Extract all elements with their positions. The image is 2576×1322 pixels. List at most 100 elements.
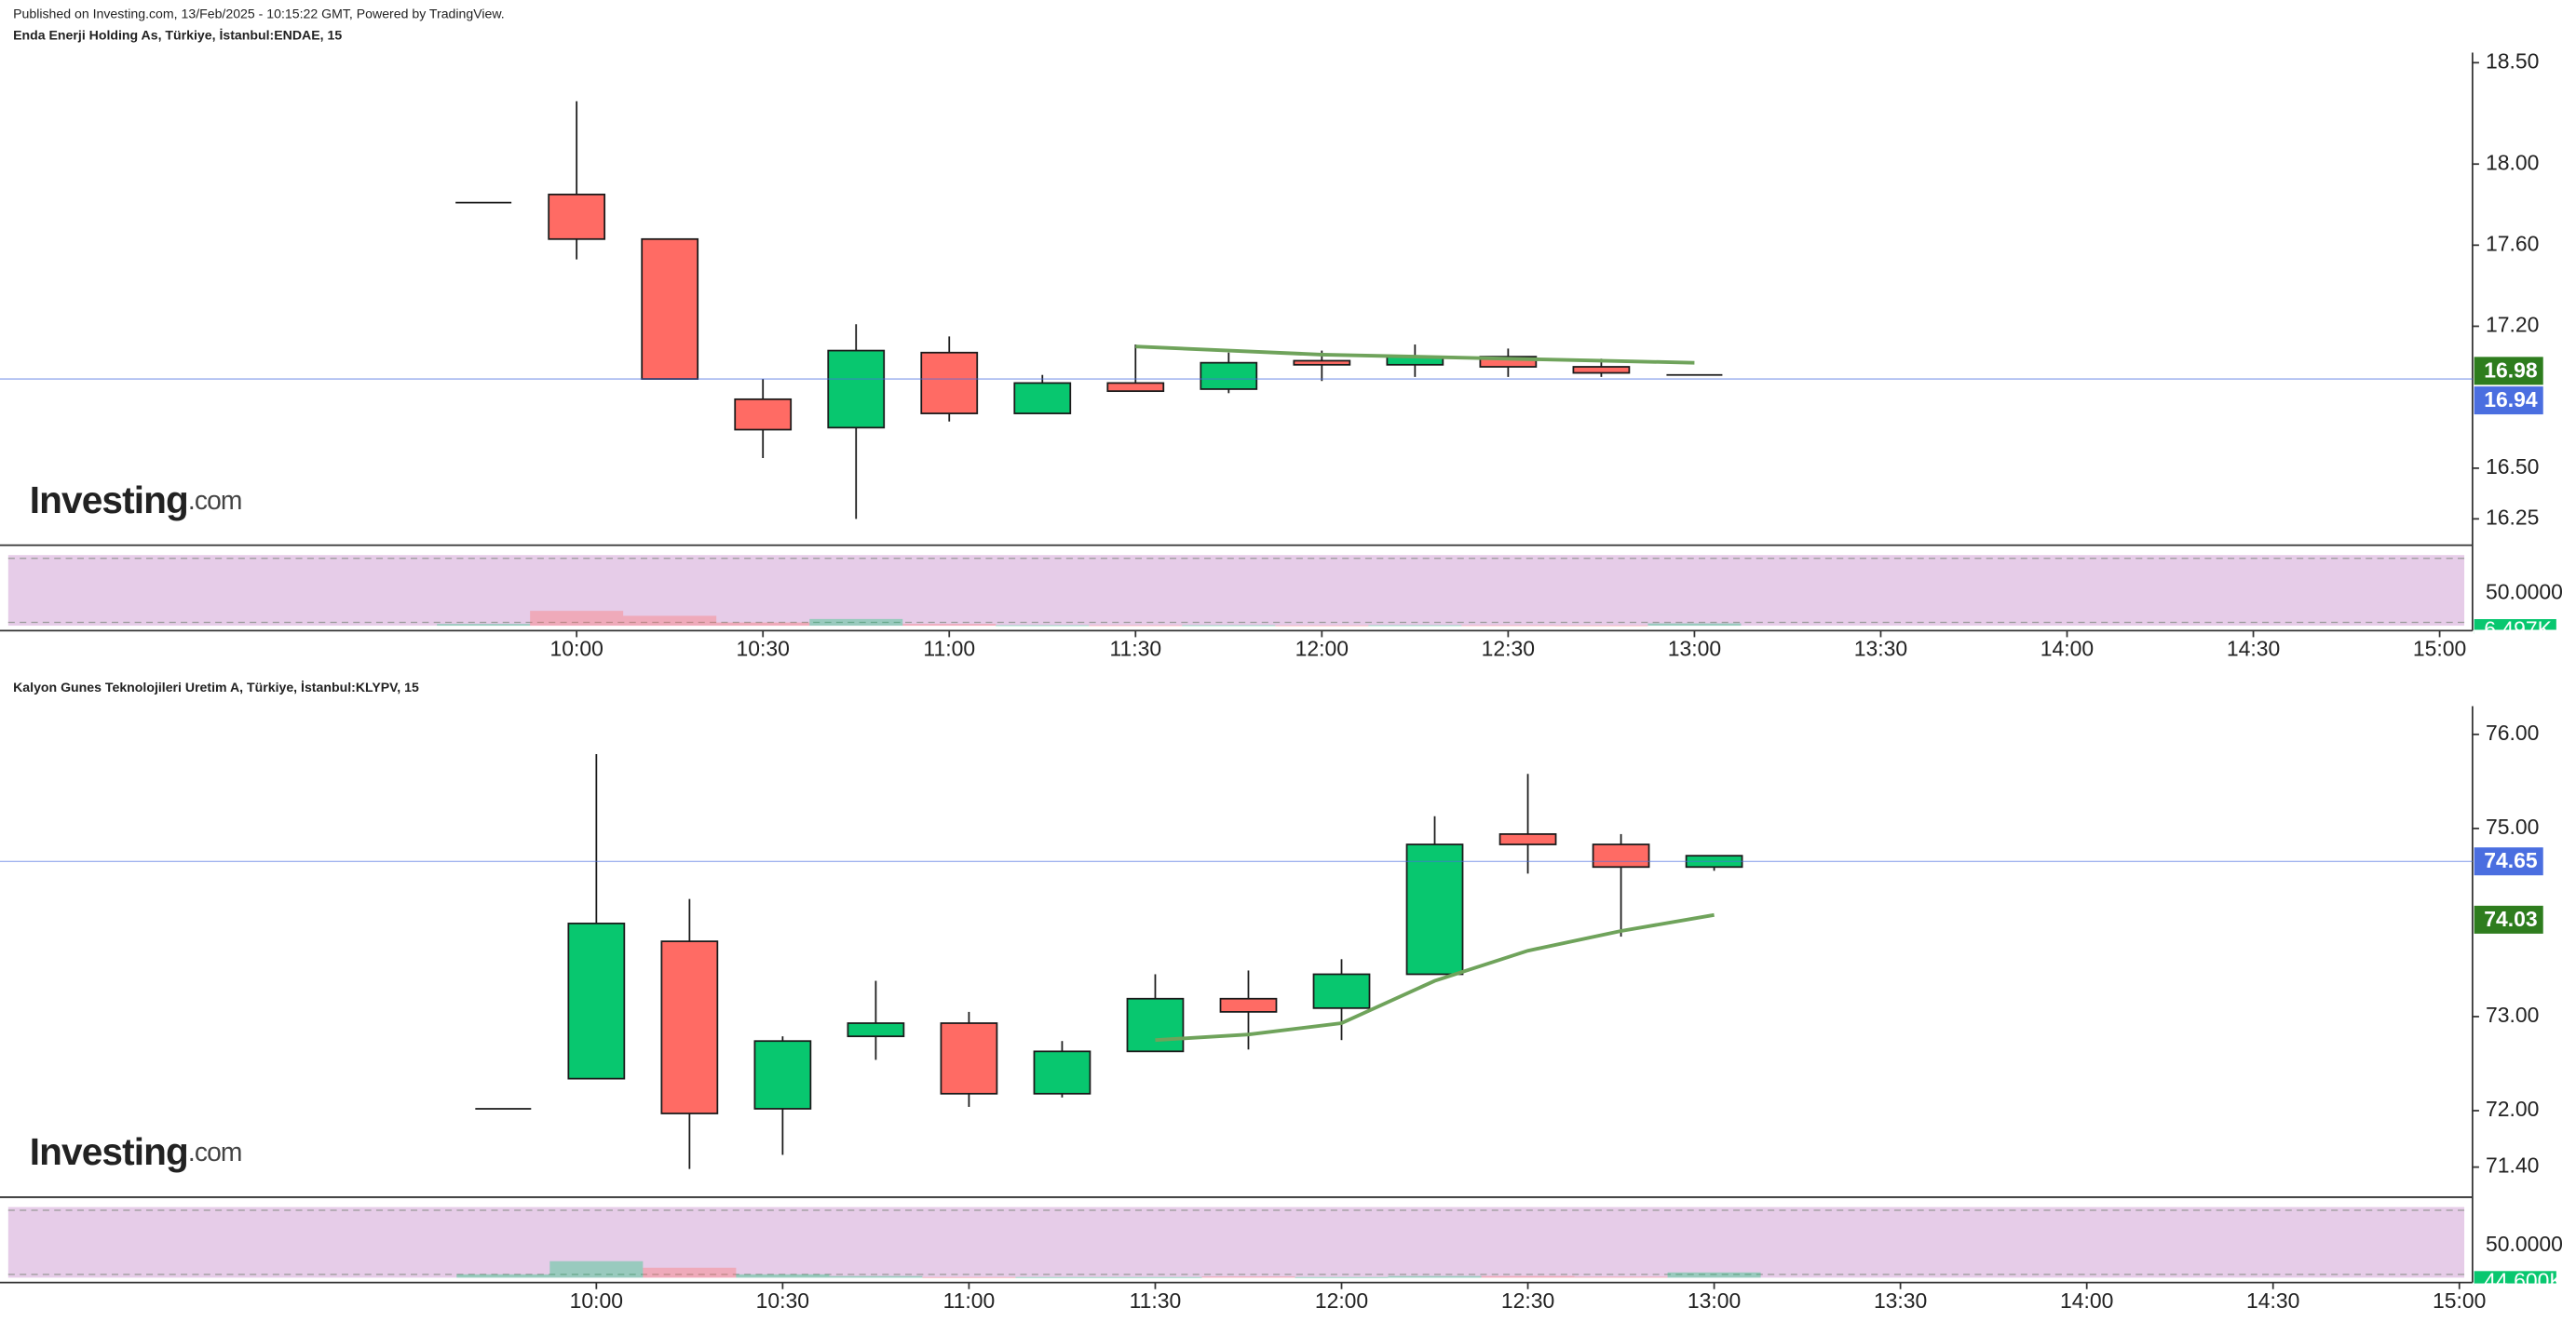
candle-body	[1126, 997, 1185, 1053]
candle-body	[940, 1022, 998, 1095]
price-marker-label: 16.94	[2484, 387, 2538, 411]
candle-body	[567, 923, 626, 1080]
candle-body	[1013, 382, 1072, 414]
price-marker-label: 16.98	[2484, 357, 2538, 382]
price-marker-label: 74.65	[2484, 848, 2538, 872]
x-tick-label: 14:00	[2060, 1288, 2113, 1313]
watermark-brand: Investing	[30, 1130, 188, 1173]
indicator-band	[7, 555, 2465, 627]
x-tick-label: 14:30	[2227, 637, 2280, 661]
volume-bar	[1667, 1272, 1761, 1278]
y-tick-label: 18.50	[2486, 48, 2539, 73]
volume-bar	[922, 1276, 1016, 1278]
ma-line	[1155, 912, 1715, 1043]
candle-body	[1592, 843, 1650, 869]
x-tick-label: 15:00	[2413, 637, 2466, 661]
y-tick-label: 17.60	[2486, 231, 2539, 255]
volume-bar	[1481, 1275, 1575, 1278]
x-tick-label: 11:30	[1109, 637, 1161, 661]
x-tick-label: 14:00	[2040, 637, 2094, 661]
y-tick-label: 72.00	[2486, 1097, 2539, 1121]
watermark-suffix: .com	[188, 485, 242, 515]
candle-body	[847, 1022, 905, 1038]
price-marker	[2474, 386, 2543, 415]
volume-bar	[1182, 625, 1276, 627]
bottom-cover	[2474, 629, 2576, 641]
x-tick-label: 12:30	[1501, 1288, 1554, 1313]
candle-body	[660, 940, 719, 1114]
volume-bar	[530, 611, 624, 627]
volume-bar	[1015, 1276, 1109, 1278]
y-tick-label: 17.20	[2486, 313, 2539, 337]
x-tick-label: 13:30	[1854, 637, 1907, 661]
volume-bar	[1388, 1275, 1482, 1278]
x-tick-label: 14:30	[2246, 1288, 2299, 1313]
chart-title: Kalyon Gunes Teknolojileri Uretim A, Tür…	[13, 680, 419, 695]
x-tick-label: 13:00	[1688, 1288, 1741, 1313]
price-marker	[2474, 847, 2543, 876]
x-tick-label: 11:30	[1130, 1288, 1182, 1313]
x-tick-label: 12:00	[1315, 1288, 1368, 1313]
bottom-cover	[2474, 1283, 2576, 1294]
x-tick-label: 11:00	[923, 637, 975, 661]
chart-title: Enda Enerji Holding As, Türkiye, İstanbu…	[13, 28, 342, 43]
y-tick-label: 18.00	[2486, 150, 2539, 174]
candle-body	[1312, 973, 1371, 1009]
volume-bar	[736, 1274, 830, 1278]
candle-body	[1498, 833, 1557, 845]
candle-body	[641, 237, 699, 380]
volume-bar	[1201, 1276, 1295, 1278]
volume-bar	[902, 624, 997, 627]
volume-bar	[1295, 1276, 1389, 1278]
x-tick-label: 12:00	[1295, 637, 1349, 661]
x-tick-label: 12:30	[1482, 637, 1535, 661]
x-tick-label: 10:00	[570, 1288, 623, 1313]
x-tick-label: 11:00	[943, 1288, 996, 1313]
volume-bar	[643, 1267, 737, 1278]
candle-body	[1106, 382, 1165, 393]
candle-body	[1405, 843, 1464, 976]
y-tick-label: 76.00	[2486, 721, 2539, 745]
candle-body	[1479, 356, 1538, 368]
y-tick-label: 16.25	[2486, 505, 2539, 529]
x-tick-label: 10:30	[756, 1288, 809, 1313]
candle-body	[1572, 366, 1631, 374]
ma-line	[1135, 344, 1695, 365]
volume-marker	[2474, 1271, 2556, 1287]
volume-bar	[1275, 625, 1369, 627]
candle-body	[734, 398, 793, 431]
x-tick-label: 13:00	[1668, 637, 1721, 661]
header: Published on Investing.com, 13/Feb/2025 …	[13, 7, 505, 21]
volume-bar	[809, 618, 903, 627]
volume-bar	[1368, 625, 1462, 627]
volume-bar	[1108, 1276, 1202, 1278]
volume-bar	[716, 622, 810, 627]
watermark-suffix: .com	[188, 1138, 242, 1167]
volume-bar	[456, 1274, 550, 1278]
watermark: Investing.com	[30, 1130, 242, 1173]
indicator-band	[7, 1207, 2465, 1278]
x-tick-label: 10:30	[737, 637, 790, 661]
y-tick-label: 16.50	[2486, 454, 2539, 479]
volume-bar	[1089, 625, 1183, 627]
indicator-label: 50.0000	[2486, 1232, 2563, 1256]
volume-bar	[829, 1275, 923, 1278]
candle-body	[1200, 361, 1258, 390]
volume-bar	[996, 625, 1090, 627]
y-tick-label: 73.00	[2486, 1003, 2539, 1027]
volume-bar	[1647, 623, 1742, 627]
x-tick-label: 10:00	[549, 637, 603, 661]
candle-body	[920, 351, 979, 414]
volume-bar	[1461, 625, 1555, 627]
price-marker-label: 74.03	[2484, 907, 2537, 931]
candle-body	[827, 349, 886, 429]
y-tick-label: 71.40	[2486, 1153, 2539, 1178]
price-marker	[2474, 905, 2543, 934]
candle-body	[1219, 997, 1278, 1013]
candle-body	[548, 194, 606, 240]
volume-bar	[1554, 625, 1648, 627]
candle-body	[753, 1040, 812, 1110]
watermark: Investing.com	[30, 478, 242, 520]
volume-bar	[549, 1261, 644, 1278]
